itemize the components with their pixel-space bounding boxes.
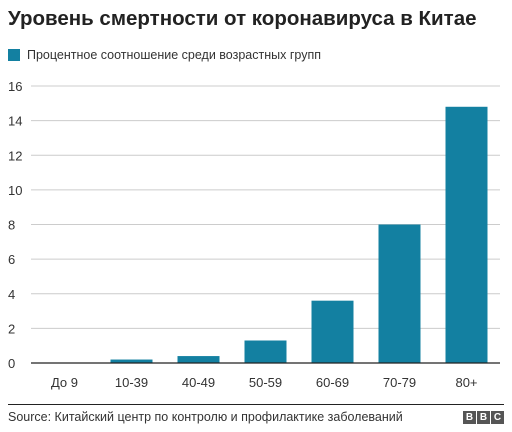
bar-chart: 0 2 4 6 8 10 12 14 16 До 9 10-39 40-49 50-59 60-69 70-… — [8, 79, 500, 390]
y-tick-label: 14 — [8, 114, 22, 129]
y-tick-label: 0 — [8, 356, 15, 371]
x-tick-label: 40-49 — [182, 375, 215, 390]
footer-divider — [8, 404, 504, 405]
x-tick-label: 10-39 — [115, 375, 148, 390]
y-tick-label: 2 — [8, 321, 15, 336]
bar — [177, 356, 220, 363]
y-tick-label: 6 — [8, 252, 15, 267]
bar — [110, 359, 153, 363]
bbc-logo-letter: C — [491, 411, 504, 424]
bar — [311, 300, 354, 363]
bbc-logo-letter: B — [463, 411, 476, 424]
legend-label: Процентное соотношение среди возрастных … — [27, 48, 321, 62]
y-tick-label: 16 — [8, 79, 22, 94]
x-tick-label: До 9 — [51, 375, 78, 390]
y-tick-label: 10 — [8, 183, 22, 198]
x-tick-label: 60-69 — [316, 375, 349, 390]
source-note: Source: Китайский центр по контролю и пр… — [8, 410, 403, 424]
bar — [244, 340, 287, 363]
x-tick-label: 80+ — [455, 375, 477, 390]
legend: Процентное соотношение среди возрастных … — [8, 48, 321, 62]
bar — [378, 224, 421, 363]
bbc-logo-letter: B — [477, 411, 490, 424]
chart-title: Уровень смертности от коронавируса в Кит… — [8, 7, 477, 30]
x-tick-label: 50-59 — [249, 375, 282, 390]
y-tick-label: 12 — [8, 148, 22, 163]
bbc-logo: B B C — [463, 411, 504, 424]
legend-swatch — [8, 49, 20, 61]
y-tick-label: 4 — [8, 287, 15, 302]
x-tick-label: 70-79 — [383, 375, 416, 390]
y-tick-label: 8 — [8, 218, 15, 233]
bar — [445, 106, 488, 364]
